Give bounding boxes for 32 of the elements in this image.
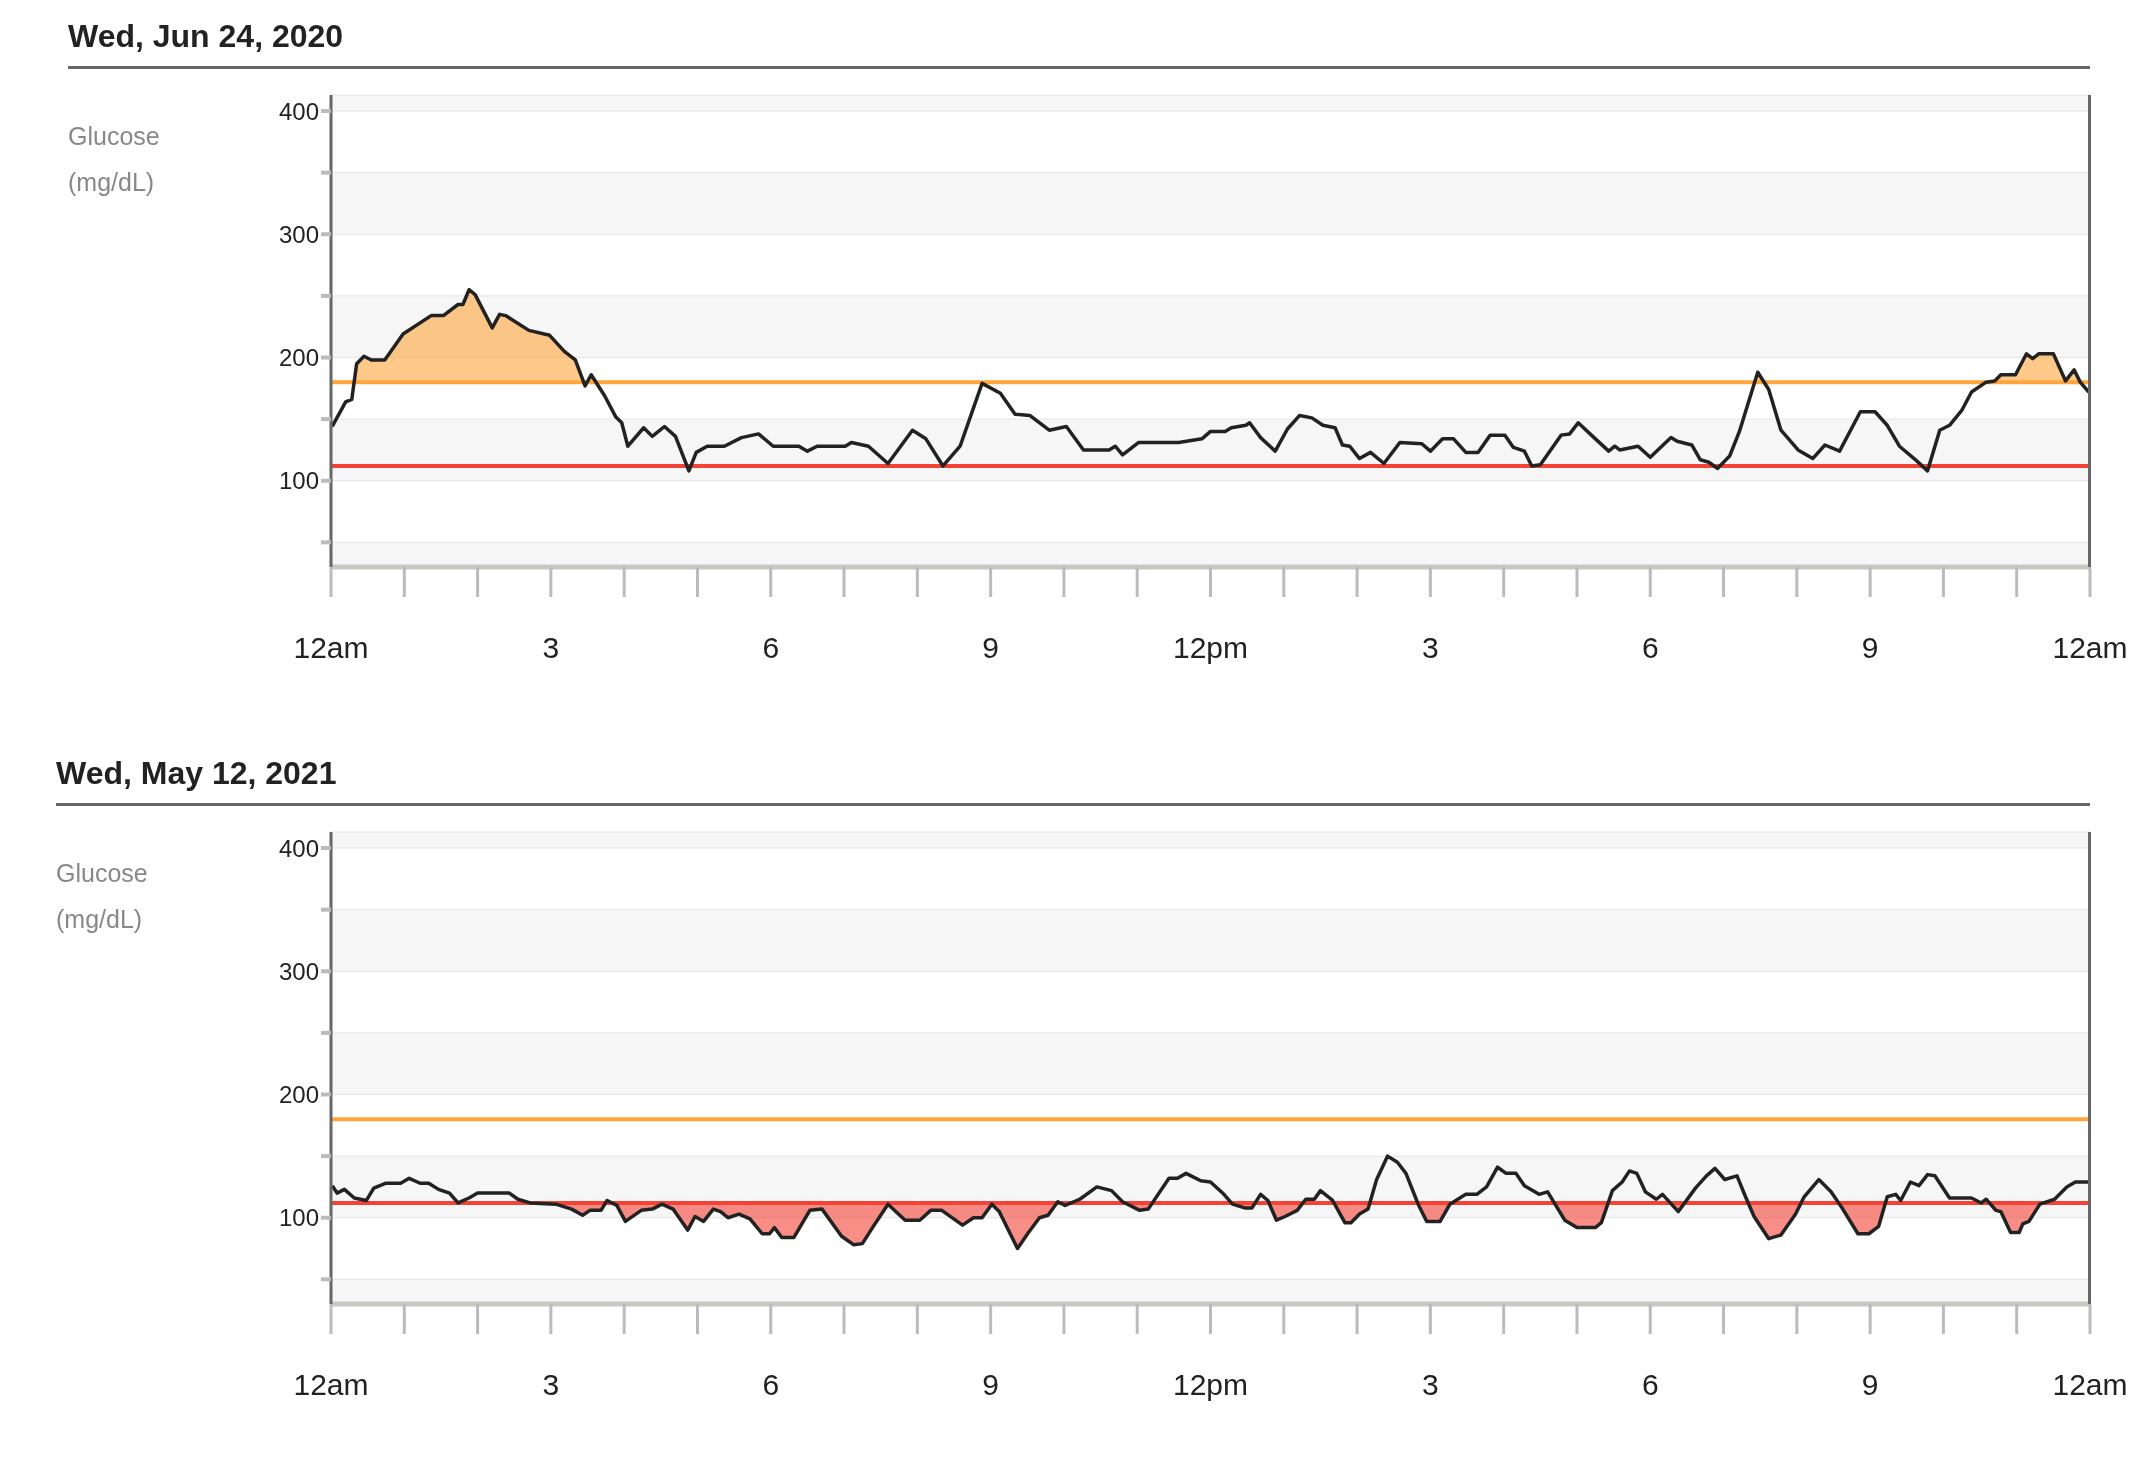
- x-tick-label: 9: [982, 1368, 999, 1402]
- x-tick-label: 6: [1641, 1368, 1659, 1402]
- line-series: [331, 287, 2090, 473]
- y-tick-label: 200: [278, 344, 319, 372]
- y-tick-label: 400: [278, 97, 319, 125]
- x-tick-label: 3: [542, 1368, 560, 1402]
- x-tick-label: 3: [1422, 1368, 1439, 1402]
- x-tick-label: 12am: [2052, 1368, 2128, 1402]
- x-tick-label: 12am: [293, 1368, 369, 1402]
- chart-title: Wed, Jun 24, 2020: [68, 18, 344, 55]
- chart-title: Wed, May 12, 2021: [56, 755, 337, 792]
- y-tick-label: 100: [278, 467, 319, 495]
- x-tick-label: 9: [1861, 631, 1879, 665]
- y-tick-label: 300: [278, 957, 319, 985]
- x-tick-label: 3: [1422, 631, 1439, 665]
- x-tick-label: 12pm: [1172, 631, 1249, 665]
- line-series: [331, 1154, 2090, 1251]
- y-axis-title: Glucose (mg/dL): [56, 858, 148, 935]
- x-tick-label: 12pm: [1172, 1368, 1249, 1402]
- x-tick-label: 6: [762, 1368, 780, 1402]
- x-tick-label: 6: [762, 631, 780, 665]
- x-tick-label: 9: [982, 631, 999, 665]
- x-tick-label: 6: [1641, 631, 1659, 665]
- x-tick-label: 9: [1861, 1368, 1879, 1402]
- y-tick-label: 400: [278, 834, 319, 862]
- y-axis-title: Glucose (mg/dL): [68, 121, 160, 198]
- y-tick-label: 300: [278, 220, 319, 248]
- y-tick-label: 100: [278, 1204, 319, 1232]
- y-tick-label: 200: [278, 1081, 319, 1109]
- x-tick-label: 12am: [293, 631, 369, 665]
- x-tick-label: 3: [542, 631, 560, 665]
- x-tick-label: 12am: [2052, 631, 2128, 665]
